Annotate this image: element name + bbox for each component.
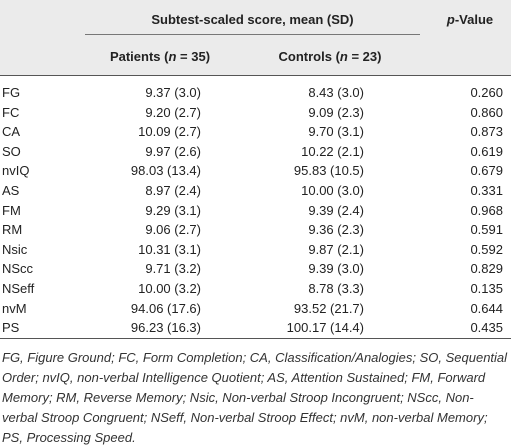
controls-value: 8.43 (3.0) [308, 85, 364, 100]
p-value: 0.644 [470, 300, 503, 316]
row-label: PS [2, 320, 20, 336]
header-text: = 35) [176, 49, 211, 64]
controls-value: 95.83 (10.5) [293, 163, 364, 179]
controls-value: 9.39 (2.4) [308, 202, 364, 218]
header-text: n [339, 49, 348, 64]
footnote-line: FG, Figure Ground; FC, Form Completion; … [2, 350, 508, 365]
header-text: = 23) [347, 49, 382, 64]
table-row: FG 9.37 (3.0) 8.43 (3.0) 0.260 [0, 83, 511, 103]
footnote: FG, Figure Ground; FC, Form Completion; … [2, 348, 509, 448]
row-label: NScc [2, 261, 34, 277]
row-label: FG [2, 85, 21, 100]
p-value: 0.135 [470, 280, 503, 296]
table-row: nvIQ 98.03 (13.4) 95.83 (10.5) 0.679 [0, 161, 511, 181]
controls-value: 10.00 (3.0) [301, 182, 364, 198]
patients-value: 9.06 (2.7) [145, 222, 201, 238]
footnote-line: Memory; RM, Reverse Memory; Nsic, Non-ve… [2, 390, 474, 405]
footnote-line: verbal Stroop Congruent; NSeff, Non-verb… [2, 410, 488, 425]
row-label: nvM [2, 300, 27, 316]
table-row: CA 10.09 (2.7) 9.70 (3.1) 0.873 [0, 122, 511, 142]
patients-value: 10.09 (2.7) [138, 124, 201, 140]
row-label: Nsic [2, 241, 28, 257]
row-label: RM [2, 222, 23, 238]
footnote-line: Order; nvIQ, non-verbal Intelligence Quo… [2, 370, 486, 385]
header-text: Patients ( [109, 49, 169, 64]
header-text: Controls ( [278, 49, 340, 64]
header-text: n [168, 49, 177, 64]
controls-value: 9.70 (3.1) [308, 124, 364, 140]
p-value: 0.679 [470, 163, 503, 179]
controls-value: 9.87 (2.1) [308, 241, 364, 257]
table-row: Nsic 10.31 (3.1) 9.87 (2.1) 0.592 [0, 240, 511, 260]
controls-value: 93.52 (21.7) [293, 300, 364, 316]
row-label: NSeff [2, 280, 35, 296]
table-row: PS 96.23 (16.3) 100.17 (14.4) 0.435 [0, 318, 511, 338]
p-value: 0.968 [470, 202, 503, 218]
patients-value: 9.71 (3.2) [145, 261, 201, 277]
p-value: 0.331 [470, 182, 503, 198]
controls-value: 100.17 (14.4) [286, 320, 364, 336]
row-label: SO [2, 143, 21, 159]
group-header: Subtest-scaled score, mean (SD) [85, 12, 420, 35]
patients-value: 96.23 (16.3) [130, 320, 201, 336]
table-body: FG 9.37 (3.0) 8.43 (3.0) 0.260 FC 9.20 (2.7) 9… [0, 83, 511, 339]
table-row: RM 9.06 (2.7) 9.36 (2.3) 0.591 [0, 220, 511, 240]
pvalue-header: p-Value [430, 12, 510, 27]
patients-value: 9.37 (3.0) [145, 85, 201, 100]
footnote-line: PS, Processing Speed. [2, 430, 136, 445]
table-row: SO 9.97 (2.6) 10.22 (2.1) 0.619 [0, 142, 511, 162]
controls-value: 10.22 (2.1) [301, 143, 364, 159]
row-label: FC [2, 104, 20, 120]
table-row: AS 8.97 (2.4) 10.00 (3.0) 0.331 [0, 181, 511, 201]
p-value: 0.829 [470, 261, 503, 277]
table-row: NSeff 10.00 (3.2) 8.78 (3.3) 0.135 [0, 279, 511, 299]
patients-value: 8.97 (2.4) [145, 182, 201, 198]
controls-value: 9.39 (3.0) [308, 261, 364, 277]
p-value: 0.260 [470, 85, 503, 100]
controls-header: Controls (n = 23) [250, 49, 410, 64]
p-value: 0.592 [470, 241, 503, 257]
table-row: FM 9.29 (3.1) 9.39 (2.4) 0.968 [0, 201, 511, 221]
patients-value: 94.06 (17.6) [130, 300, 201, 316]
row-label: FM [2, 202, 21, 218]
p-value: 0.435 [470, 320, 503, 336]
table-row: NScc 9.71 (3.2) 9.39 (3.0) 0.829 [0, 259, 511, 279]
patients-header: Patients (n = 35) [85, 49, 235, 64]
p-value: 0.873 [470, 124, 503, 140]
p-value: 0.591 [470, 222, 503, 238]
patients-value: 9.97 (2.6) [145, 143, 201, 159]
p-value: 0.619 [470, 143, 503, 159]
controls-value: 9.36 (2.3) [308, 222, 364, 238]
patients-value: 98.03 (13.4) [130, 163, 201, 179]
controls-value: 8.78 (3.3) [308, 280, 364, 296]
patients-value: 9.20 (2.7) [145, 104, 201, 120]
row-label: AS [2, 182, 20, 198]
controls-value: 9.09 (2.3) [308, 104, 364, 120]
patients-value: 10.31 (3.1) [138, 241, 201, 257]
patients-value: 9.29 (3.1) [145, 202, 201, 218]
table-row: nvM 94.06 (17.6) 93.52 (21.7) 0.644 [0, 299, 511, 319]
header-text: p [446, 12, 455, 27]
table-header: Subtest-scaled score, mean (SD) Patients… [0, 0, 511, 76]
row-label: CA [2, 124, 21, 140]
row-label: nvIQ [2, 163, 30, 179]
table-row: FC 9.20 (2.7) 9.09 (2.3) 0.860 [0, 103, 511, 123]
patients-value: 10.00 (3.2) [138, 280, 201, 296]
header-text: -Value [454, 12, 494, 27]
p-value: 0.860 [470, 104, 503, 120]
